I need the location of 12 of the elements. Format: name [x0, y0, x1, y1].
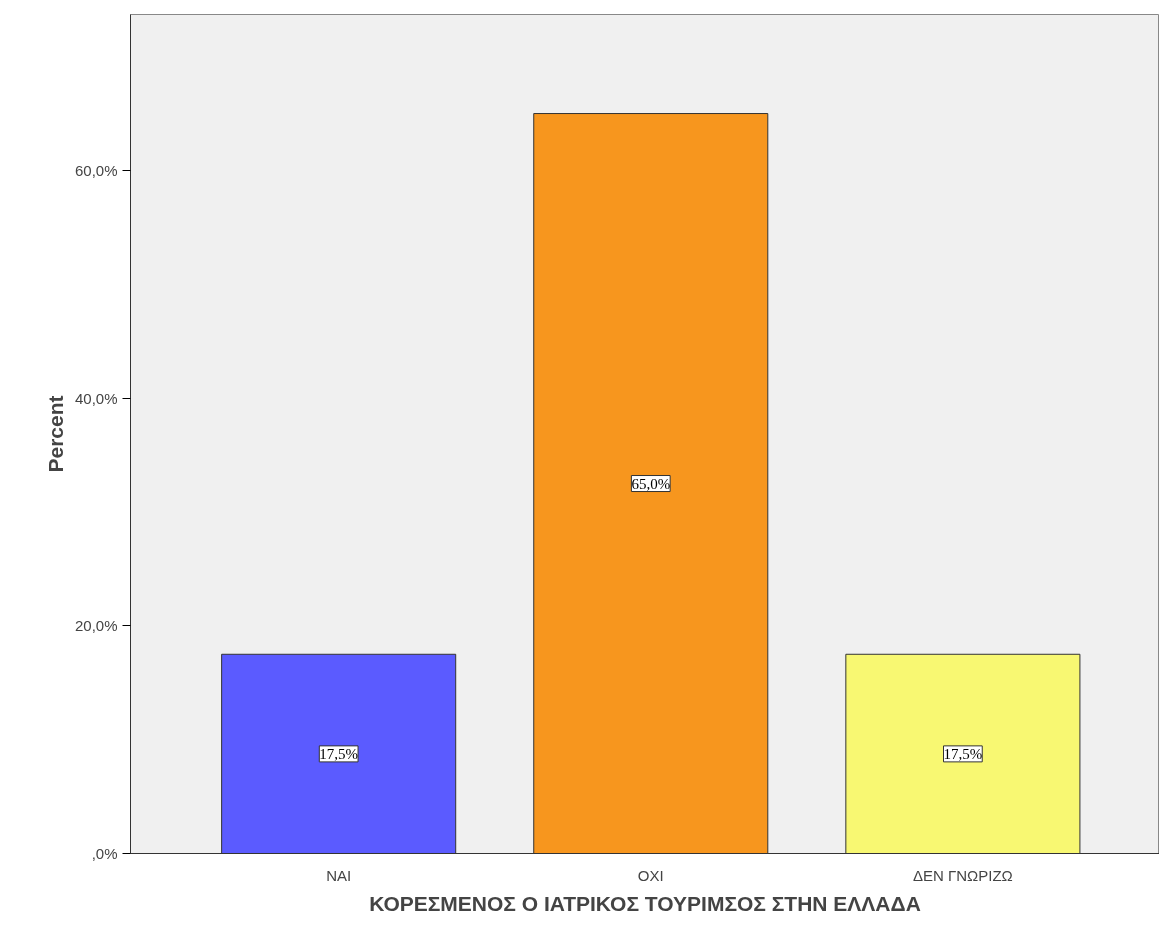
y-tick-label: 40,0% — [74, 389, 118, 407]
x-axis-title: ΚΟΡΕΣΜΕΝΟΣ Ο ΙΑΤΡΙΚΟΣ ΤΟΥΡΙΜΣΟΣ ΣΤΗΝ ΕΛΛΑΔΑ — [369, 891, 921, 915]
y-tick-label: ,0% — [91, 845, 118, 862]
y-tick-label: 20,0% — [74, 617, 118, 635]
y-tick-label: 60,0% — [74, 161, 118, 179]
y-axis-title: Percent — [43, 395, 67, 473]
x-tick-label: ΔΕΝ ΓΝΩΡΙΖΩ — [912, 866, 1013, 884]
x-tick-label: ΝΑΙ — [326, 866, 352, 884]
data-label: 17,5% — [319, 745, 359, 762]
x-tick-label: ΟΧΙ — [637, 866, 664, 884]
data-label: 65,0% — [631, 475, 671, 492]
data-label: 17,5% — [943, 745, 983, 762]
